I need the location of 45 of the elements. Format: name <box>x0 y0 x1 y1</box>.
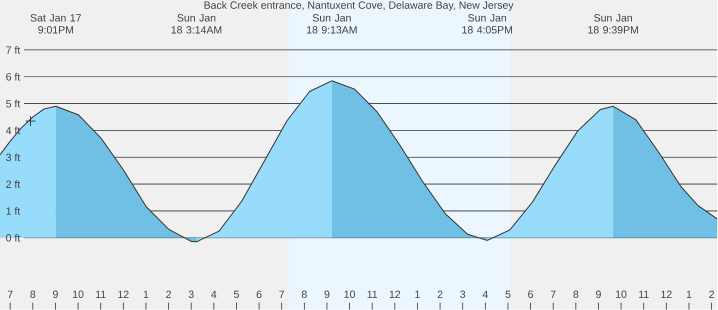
x-tick-label: 4 <box>211 290 216 298</box>
x-tick-label: 11 <box>96 290 106 298</box>
y-tick-label: 7 ft <box>6 46 20 54</box>
x-tick-label: 7 <box>8 290 13 298</box>
y-tick-label: 3 ft <box>6 153 20 162</box>
x-tick-label: 1 <box>144 290 148 298</box>
y-tick-label: 5 ft <box>6 100 20 108</box>
y-tick-label: 1 ft <box>6 207 20 215</box>
x-tick-label: 2 <box>166 290 171 298</box>
x-tick-label: 4 <box>482 290 488 298</box>
x-tick-label: 10 <box>616 290 626 298</box>
x-tick-label: 11 <box>639 290 649 298</box>
x-tick-label: 2 <box>438 290 442 298</box>
y-tick-label: 6 ft <box>6 72 20 81</box>
x-tick-label: 9 <box>596 290 601 298</box>
x-tick-label: 10 <box>344 290 355 298</box>
x-tick-label: 10 <box>73 290 84 298</box>
x-tick-label: 2 <box>709 290 714 298</box>
x-tick-label: 6 <box>256 290 262 298</box>
x-tick-label: 5 <box>234 290 239 298</box>
x-tick-label: 12 <box>661 290 672 298</box>
x-tick-label: 3 <box>460 290 466 298</box>
x-tick-label: 12 <box>390 290 400 298</box>
annotation: Sun Jan 18 9:39PM <box>588 14 638 34</box>
y-tick-label: 0 ft <box>6 234 20 242</box>
annotation: Sun Jan 18 3:14AM <box>172 14 222 34</box>
x-tick-label: 11 <box>368 290 378 298</box>
x-tick-label: 5 <box>505 290 510 298</box>
x-tick-label: 1 <box>415 290 420 298</box>
y-tick-label: 2 ft <box>6 180 20 188</box>
x-tick-label: 9 <box>324 290 330 298</box>
x-tick-label: 3 <box>188 290 194 298</box>
x-tick-label: 8 <box>30 290 36 298</box>
annotation: Sun Jan 18 9:13AM <box>307 14 357 34</box>
x-tick-label: 1 <box>686 290 692 298</box>
x-tick-label: 12 <box>118 290 129 298</box>
x-tick-label: 7 <box>550 290 556 298</box>
annotation: Sat Jan 17 9:01PM <box>30 14 81 34</box>
x-tick-label: 8 <box>573 290 578 298</box>
x-tick-label: 6 <box>528 290 534 298</box>
annotation: Sun Jan 18 4:05PM <box>462 14 512 34</box>
x-tick-label: 8 <box>302 290 307 298</box>
x-tick-label: 7 <box>279 290 284 298</box>
x-tick-label: 9 <box>53 290 58 298</box>
chart-title: Back Creek entrance, Nantuxent Cove, Delaware Bay, New Jersey <box>204 1 514 11</box>
